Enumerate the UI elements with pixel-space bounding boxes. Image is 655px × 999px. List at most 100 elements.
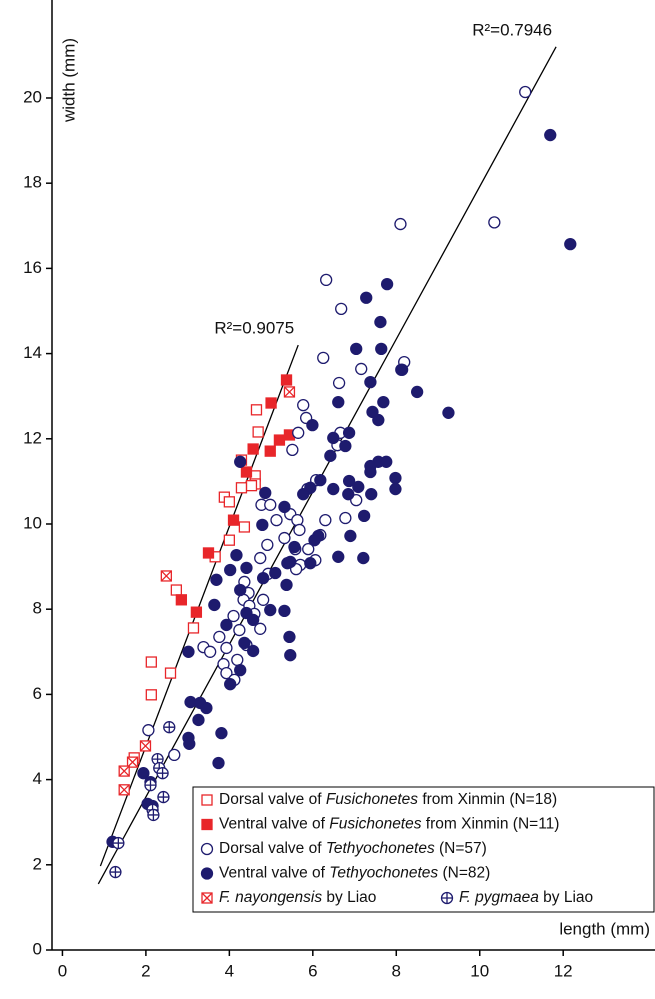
x-tick-label: 2 xyxy=(141,961,150,980)
point xyxy=(314,473,327,487)
point-plus xyxy=(442,893,452,903)
point xyxy=(339,439,352,453)
point-shape xyxy=(317,351,330,364)
point xyxy=(144,778,157,792)
point-cross xyxy=(283,386,295,398)
point-shape xyxy=(264,445,276,457)
point xyxy=(364,375,377,389)
point-shape xyxy=(200,701,213,715)
point xyxy=(234,583,247,597)
point xyxy=(215,727,228,740)
point xyxy=(339,511,352,525)
x-tick-label: 4 xyxy=(225,961,234,980)
point-shape xyxy=(257,593,270,606)
point xyxy=(160,570,172,582)
point-shape xyxy=(564,237,577,251)
point-shape xyxy=(175,594,188,606)
point xyxy=(306,419,319,432)
point-shape xyxy=(350,342,363,356)
point xyxy=(377,396,390,409)
point-shape xyxy=(360,291,373,304)
point xyxy=(278,604,291,618)
point-shape xyxy=(190,606,203,618)
point xyxy=(389,471,402,485)
point-shape xyxy=(488,216,501,229)
point xyxy=(344,529,357,543)
point xyxy=(238,521,251,533)
point xyxy=(182,645,195,658)
point xyxy=(164,667,177,679)
point-shape xyxy=(319,514,332,527)
point-shape xyxy=(164,667,177,679)
point-shape xyxy=(269,566,282,580)
point xyxy=(564,237,577,251)
point xyxy=(304,557,317,570)
point xyxy=(252,426,264,438)
point xyxy=(170,584,183,596)
point xyxy=(234,455,247,468)
point-shape xyxy=(357,551,370,565)
point-shape xyxy=(284,555,297,569)
point-shape xyxy=(442,406,455,419)
point-shape xyxy=(223,496,236,508)
point xyxy=(257,571,270,585)
point-cross xyxy=(201,892,213,904)
point xyxy=(256,518,269,531)
point xyxy=(213,630,226,644)
point-plus xyxy=(158,792,169,803)
point-shape xyxy=(259,486,272,500)
point-shape xyxy=(344,529,357,543)
point xyxy=(175,594,188,606)
point-shape xyxy=(394,217,407,231)
point xyxy=(265,397,277,409)
point-shape xyxy=(355,362,368,376)
point-shape xyxy=(254,551,267,565)
point xyxy=(118,784,130,796)
point xyxy=(204,645,217,658)
point-shape xyxy=(280,374,293,386)
point xyxy=(544,128,557,142)
point-shape xyxy=(192,713,205,727)
point-shape xyxy=(284,649,297,662)
point xyxy=(327,482,340,496)
point xyxy=(183,737,196,750)
x-axis-label: length (mm) xyxy=(559,919,650,938)
point-shape xyxy=(183,737,196,750)
point-shape xyxy=(201,818,213,831)
point-shape xyxy=(327,482,340,496)
y-tick-label: 18 xyxy=(23,173,42,192)
point xyxy=(374,315,387,329)
trend-line xyxy=(97,46,557,885)
point xyxy=(308,534,321,547)
point xyxy=(440,891,454,905)
point-shape xyxy=(352,480,365,494)
point xyxy=(234,663,247,677)
x-tick-label: 12 xyxy=(554,961,573,980)
point-shape xyxy=(374,315,387,329)
point xyxy=(168,748,181,762)
point xyxy=(360,291,373,304)
y-tick-label: 16 xyxy=(23,258,42,277)
point-shape xyxy=(339,439,352,453)
point xyxy=(139,740,152,752)
point-shape xyxy=(332,376,346,390)
point-plus xyxy=(157,768,168,779)
point-shape xyxy=(227,514,240,526)
point-shape xyxy=(234,455,247,468)
point xyxy=(201,892,213,904)
point xyxy=(319,514,332,527)
point-shape xyxy=(278,500,291,514)
point xyxy=(280,374,293,386)
point xyxy=(246,644,260,658)
point-shape xyxy=(182,645,195,658)
point xyxy=(220,641,233,655)
point xyxy=(269,566,282,580)
point xyxy=(261,538,274,552)
point-shape xyxy=(257,571,270,585)
point-shape xyxy=(201,794,213,806)
point xyxy=(286,443,299,457)
legend-box xyxy=(192,786,655,913)
point xyxy=(202,547,215,559)
point xyxy=(389,482,402,496)
